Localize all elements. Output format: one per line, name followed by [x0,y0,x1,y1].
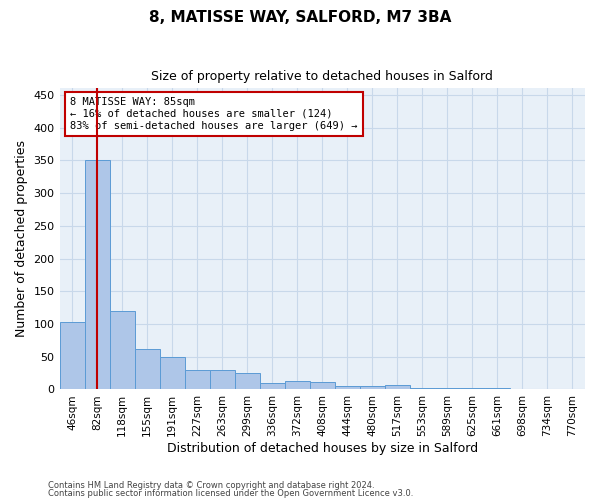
Bar [185,370,209,390]
Bar [209,370,235,390]
Bar [235,373,260,390]
Bar [59,322,85,390]
X-axis label: Distribution of detached houses by size in Salford: Distribution of detached houses by size … [167,442,478,455]
Title: Size of property relative to detached houses in Salford: Size of property relative to detached ho… [151,70,493,83]
Bar [134,349,160,390]
Bar [360,386,385,390]
Text: Contains public sector information licensed under the Open Government Licence v3: Contains public sector information licen… [48,488,413,498]
Y-axis label: Number of detached properties: Number of detached properties [15,140,28,338]
Bar [85,160,110,390]
Bar [410,388,435,390]
Text: 8 MATISSE WAY: 85sqm
← 16% of detached houses are smaller (124)
83% of semi-deta: 8 MATISSE WAY: 85sqm ← 16% of detached h… [70,98,358,130]
Bar [485,388,510,390]
Bar [285,381,310,390]
Bar [460,388,485,390]
Bar [310,382,335,390]
Bar [260,383,285,390]
Bar [435,388,460,390]
Bar [335,386,360,390]
Bar [110,311,134,390]
Bar [510,389,535,390]
Bar [385,385,410,390]
Text: Contains HM Land Registry data © Crown copyright and database right 2024.: Contains HM Land Registry data © Crown c… [48,481,374,490]
Text: 8, MATISSE WAY, SALFORD, M7 3BA: 8, MATISSE WAY, SALFORD, M7 3BA [149,10,451,25]
Bar [160,356,185,390]
